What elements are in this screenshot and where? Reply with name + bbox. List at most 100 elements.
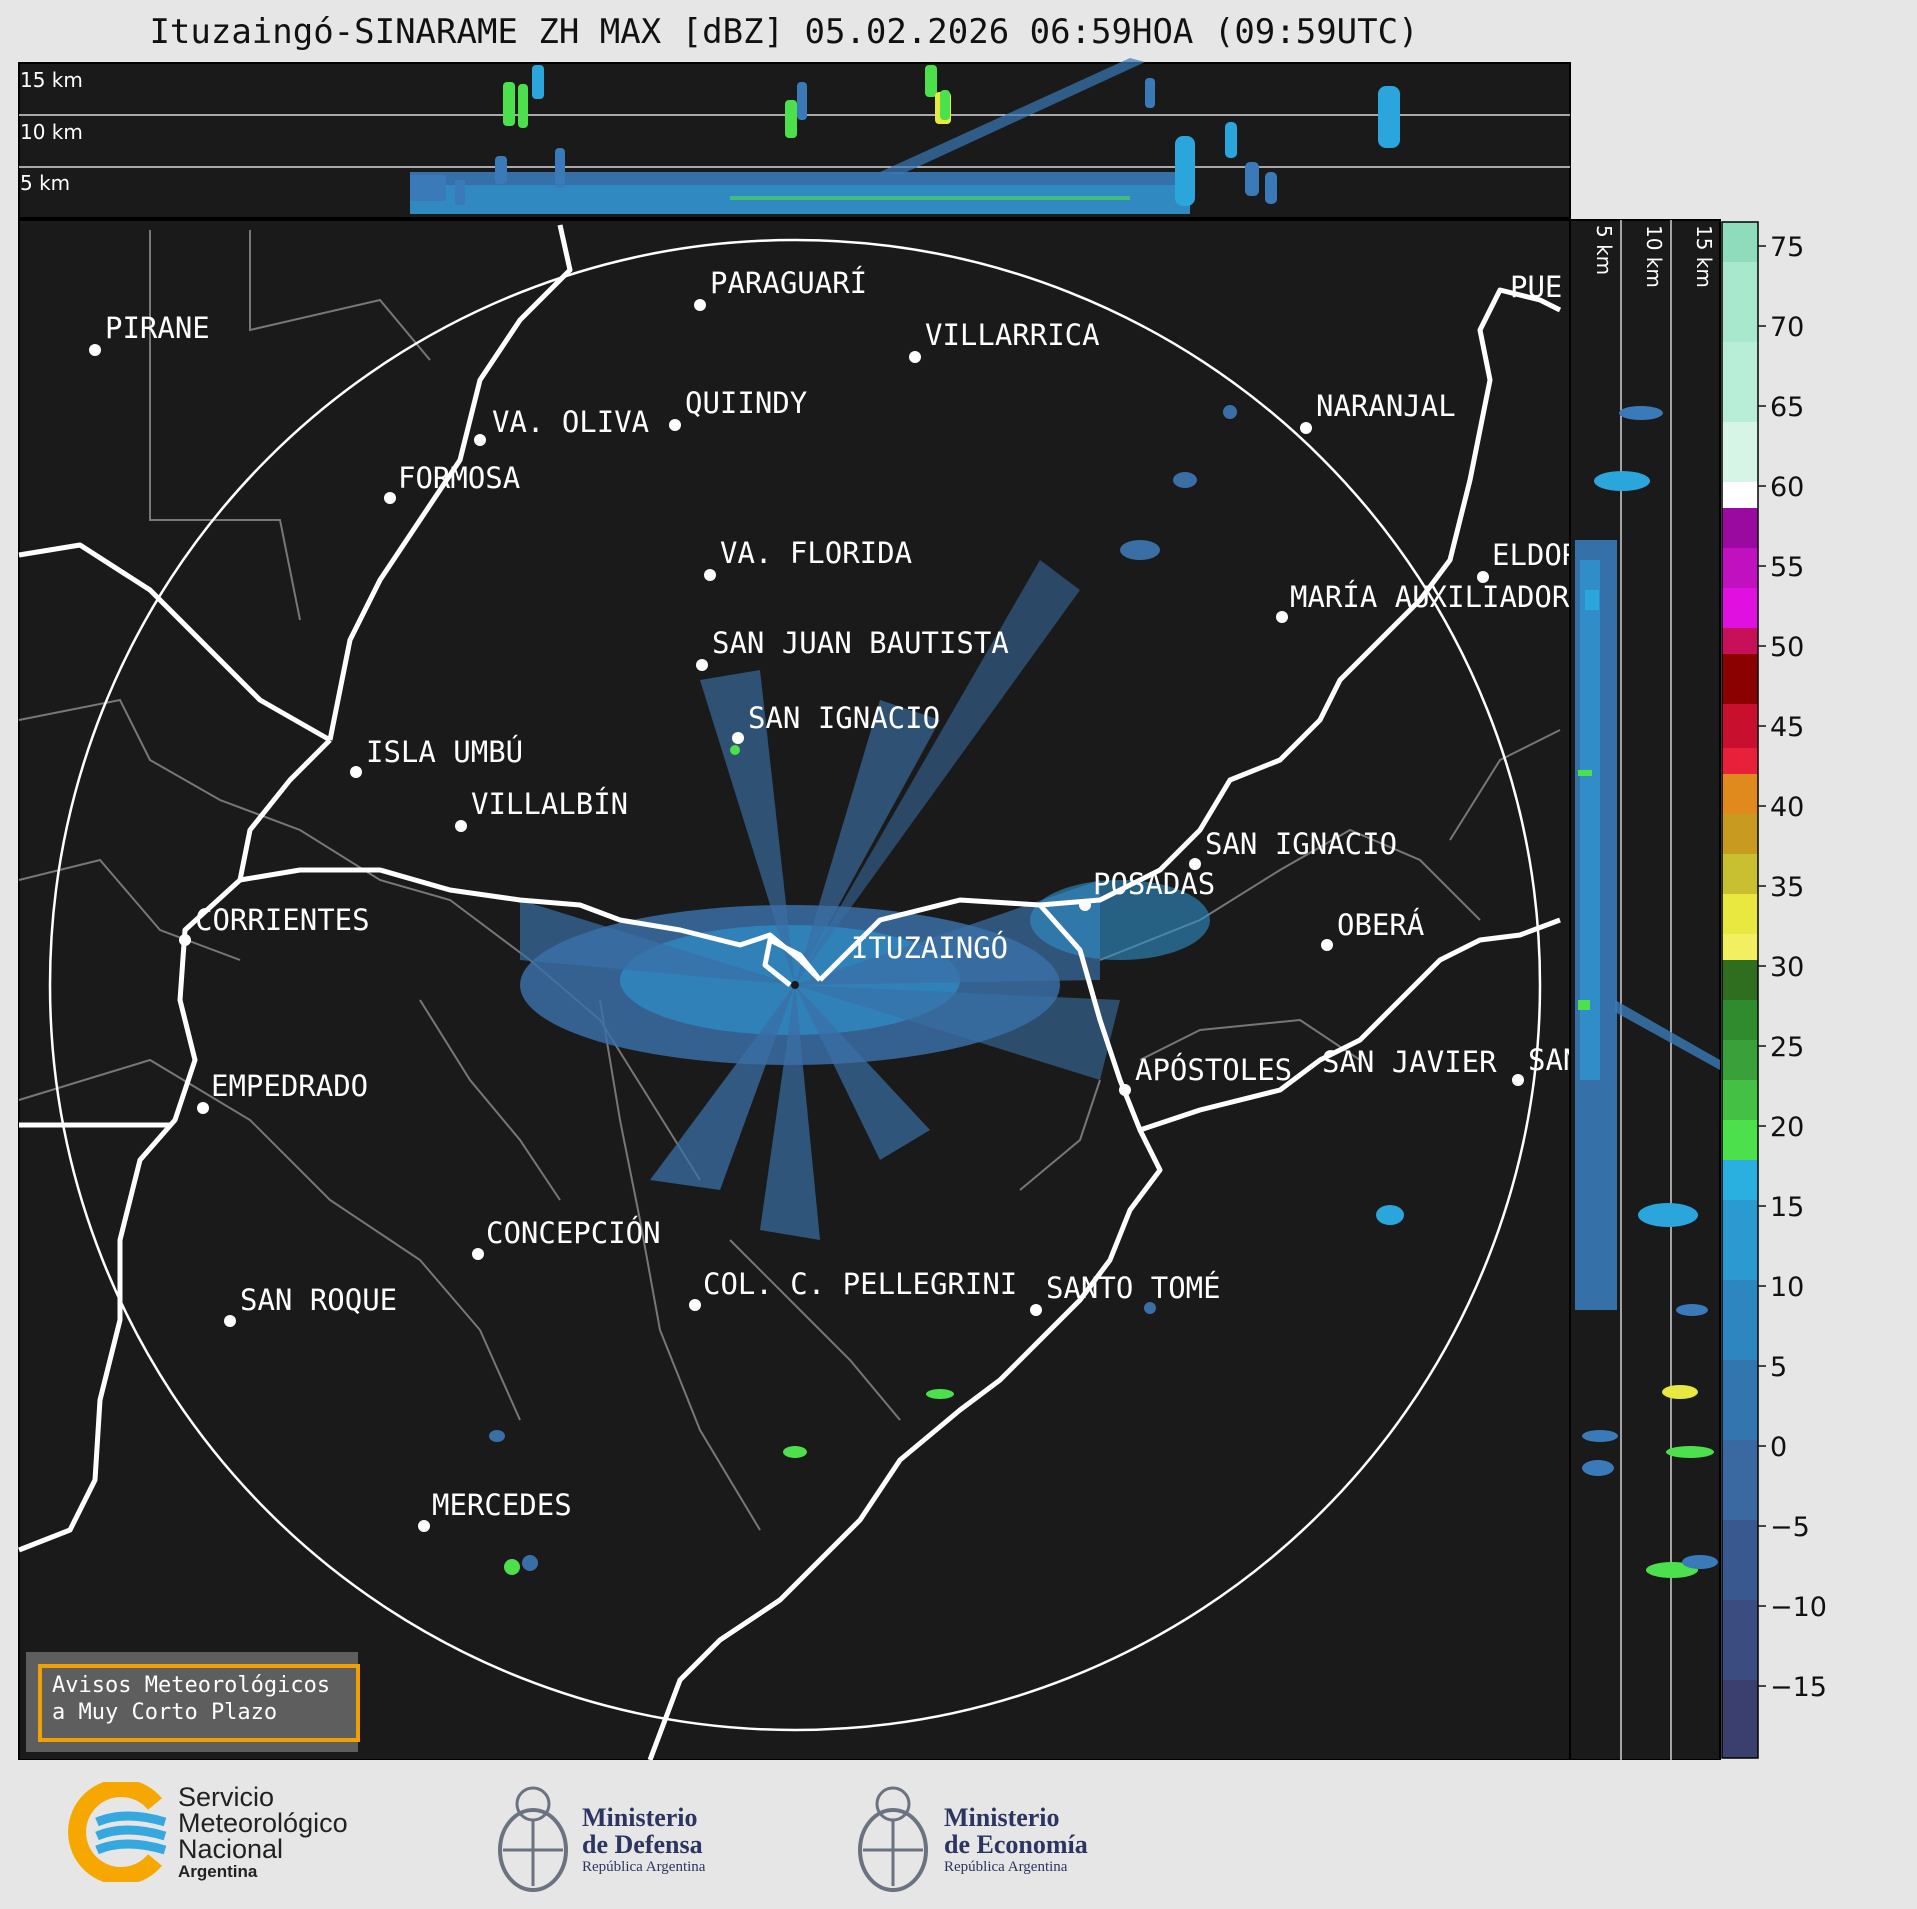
city-san-juan-bautista: SAN JUAN BAUTISTA [696,626,1009,671]
coat-of-arms-icon [858,1786,928,1892]
svg-text:APÓSTOLES: APÓSTOLES [1135,1053,1292,1087]
smn-logo-icon [68,1782,167,1882]
city-san-ignacio-py: SAN IGNACIO [732,701,940,744]
rivers-borders [18,224,1562,1760]
city-formosa: FORMOSA [384,461,520,504]
top-cross-section-panel: 15 km 10 km 5 km [18,58,1571,219]
city-va-florida: VA. FLORIDA [704,536,912,581]
colorbar: 75 70 65 60 55 50 45 40 35 30 25 20 15 1… [1721,221,1827,1759]
city-corrientes: CORRIENTES [179,903,370,946]
svg-text:−15: −15 [1770,1672,1827,1703]
svg-text:75: 75 [1770,232,1804,263]
city-va-oliva: VA. OLIVA [474,405,649,446]
city-eldor: ELDOR [1477,538,1580,583]
warnings-line-2: a Muy Corto Plazo [52,1700,278,1725]
warnings-panel: Avisos Meteorológicos a Muy Corto Plazo [26,1652,360,1752]
svg-text:0: 0 [1770,1432,1787,1463]
city-obera: OBERÁ [1321,908,1424,951]
svg-text:SAN IGNACIO: SAN IGNACIO [748,701,940,735]
city-markers: PIRANE PARAGUARÍ VILLARRICA VA. OLIVA QU… [89,266,1580,1532]
city-posadas: POSADAS [1079,867,1215,911]
city-empedrado: EMPEDRADO [197,1069,368,1114]
svg-text:70: 70 [1770,312,1804,343]
city-paraguari: PARAGUARÍ [694,266,867,311]
city-san-roque: SAN ROQUE [224,1283,397,1327]
warnings-line-1: Avisos Meteorológicos [52,1673,331,1698]
top-altitude-15km: 15 km [20,68,83,92]
side-altitude-10km: 10 km [1642,225,1666,288]
svg-text:SAN JUAN BAUTISTA: SAN JUAN BAUTISTA [712,626,1009,660]
svg-text:PUE: PUE [1510,270,1562,304]
svg-text:SAN IGNACIO: SAN IGNACIO [1205,827,1397,861]
ministerio-defensa-text: Ministerio de Defensa República Argentin… [582,1803,706,1875]
city-ituzaingo: ITUZAINGÓ [851,931,1008,965]
city-concepcion: CONCEPCIÓN [472,1216,661,1260]
svg-text:MARÍA AUXILIADOR: MARÍA AUXILIADOR [1290,580,1570,614]
svg-text:NARANJAL: NARANJAL [1316,389,1456,423]
radar-echoes [489,405,1404,1575]
svg-text:50: 50 [1770,632,1804,663]
svg-text:VA. OLIVA: VA. OLIVA [492,405,649,439]
svg-text:60: 60 [1770,472,1804,503]
footer-logos: Servicio Meteorológico Nacional Argentin… [0,1760,1917,1909]
radar-figure: 15 km 10 km 5 km [18,58,1827,1760]
svg-text:ISLA UMBÚ: ISLA UMBÚ [366,735,523,769]
svg-text:10: 10 [1770,1272,1804,1303]
svg-text:15: 15 [1770,1192,1804,1223]
svg-text:POSADAS: POSADAS [1093,867,1215,901]
svg-text:QUIINDY: QUIINDY [685,386,807,420]
svg-text:30: 30 [1770,952,1804,983]
svg-text:25: 25 [1770,1032,1804,1063]
page-title: Ituzaingó-SINARAME ZH MAX [dBZ] 05.02.20… [149,12,1419,52]
range-ring [48,238,1542,1732]
svg-text:ITUZAINGÓ: ITUZAINGÓ [851,931,1008,965]
ministerio-economia-text: Ministerio de Economía República Argenti… [944,1803,1088,1875]
svg-text:OBERÁ: OBERÁ [1337,908,1424,942]
svg-text:VA. FLORIDA: VA. FLORIDA [720,536,912,570]
city-villalbin: VILLALBÍN [455,787,628,832]
city-isla-umbu: ISLA UMBÚ [350,735,523,778]
top-panel-echoes [410,58,1400,214]
svg-text:SANTO TOMÉ: SANTO TOMÉ [1046,1271,1221,1305]
city-san-javier: SAN JAVIER [1322,1045,1497,1079]
side-altitude-5km: 5 km [1592,225,1616,275]
svg-text:ELDOR: ELDOR [1492,538,1580,572]
svg-text:40: 40 [1770,792,1804,823]
city-quiindy: QUIINDY [669,386,807,431]
top-altitude-10km: 10 km [20,120,83,144]
svg-text:MERCEDES: MERCEDES [432,1488,572,1522]
svg-text:−5: −5 [1770,1512,1810,1543]
svg-text:PIRANE: PIRANE [105,311,210,345]
city-villarrica: VILLARRICA [909,318,1100,363]
svg-text:FORMOSA: FORMOSA [398,461,520,495]
svg-text:VILLALBÍN: VILLALBÍN [471,787,628,821]
svg-text:CORRIENTES: CORRIENTES [195,903,370,937]
city-pirane: PIRANE [89,311,210,356]
svg-text:35: 35 [1770,872,1804,903]
side-altitude-15km: 15 km [1692,225,1716,288]
city-san-ignacio-ar: SAN IGNACIO [1189,827,1397,870]
city-santo-tome: SANTO TOMÉ [1030,1271,1221,1316]
top-altitude-5km: 5 km [20,171,70,195]
svg-text:COL. C. PELLEGRINI: COL. C. PELLEGRINI [703,1267,1017,1301]
svg-text:SAN ROQUE: SAN ROQUE [240,1283,397,1317]
svg-text:20: 20 [1770,1112,1804,1143]
city-naranjal: NARANJAL [1300,389,1456,434]
svg-text:55: 55 [1770,552,1804,583]
warnings-link-button[interactable]: Avisos Meteorológicos a Muy Corto Plazo [38,1664,360,1742]
side-panel-echoes [1575,406,1720,1578]
svg-text:45: 45 [1770,712,1804,743]
city-pue: PUE [1510,270,1562,304]
smn-logo-text: Servicio Meteorológico Nacional Argentin… [178,1782,348,1882]
svg-text:EMPEDRADO: EMPEDRADO [211,1069,368,1103]
city-mercedes: MERCEDES [418,1488,572,1532]
svg-text:−10: −10 [1770,1592,1827,1623]
svg-text:PARAGUARÍ: PARAGUARÍ [710,266,867,300]
city-col-c-pellegrini: COL. C. PELLEGRINI [689,1267,1017,1311]
svg-text:VILLARRICA: VILLARRICA [925,318,1100,352]
city-apostoles: APÓSTOLES [1119,1053,1292,1096]
main-map-panel: PIRANE PARAGUARÍ VILLARRICA VA. OLIVA QU… [18,219,1580,1760]
svg-text:5: 5 [1770,1352,1787,1383]
colorbar-ticks: 75 70 65 60 55 50 45 40 35 30 25 20 15 1… [1758,232,1827,1703]
svg-text:CONCEPCIÓN: CONCEPCIÓN [486,1216,661,1250]
